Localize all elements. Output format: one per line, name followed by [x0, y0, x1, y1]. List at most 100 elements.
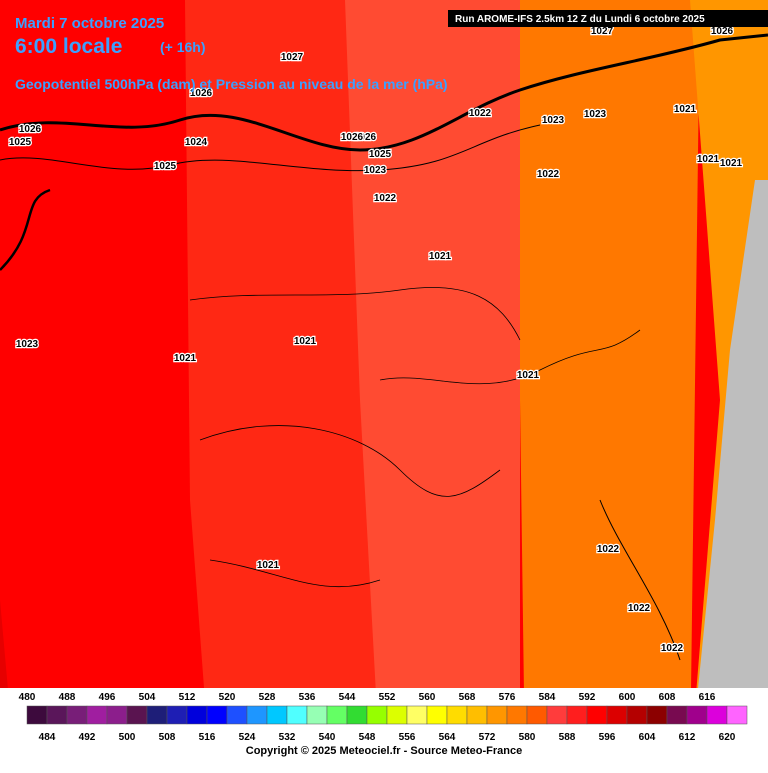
isobar-label: 1021 [257, 560, 280, 571]
legend-label: 544 [339, 692, 356, 703]
legend-label: 556 [399, 732, 416, 743]
isobar-label: 1022 [469, 108, 492, 119]
legend-swatch [506, 705, 528, 725]
lead: (+ 16h) [160, 39, 206, 55]
legend-label: 596 [599, 732, 616, 743]
legend-label: 532 [279, 732, 296, 743]
legend-swatch [66, 705, 88, 725]
legend-swatch [706, 705, 728, 725]
legend-swatch [486, 705, 508, 725]
legend-background [0, 688, 768, 768]
legend-swatch [246, 705, 268, 725]
legend: 480 484 488 492 496 500 504 508 512 516 520 524 528 5… [19, 692, 748, 743]
isobar-label: 1023 [542, 115, 565, 126]
isobar-label: 1023 [584, 109, 607, 120]
legend-label: 560 [419, 692, 436, 703]
legend-label: 616 [699, 692, 716, 703]
legend-swatch [626, 705, 648, 725]
legend-swatch [326, 705, 348, 725]
isobar-bold [0, 33, 768, 152]
legend-label: 584 [539, 692, 556, 703]
isobars [0, 33, 768, 661]
isobar-label: 1021 [517, 370, 540, 381]
legend-label: 568 [459, 692, 476, 703]
legend-label: 480 [19, 692, 36, 703]
legend-label: 592 [579, 692, 596, 703]
legend-swatch [566, 705, 588, 725]
legend-label: 500 [119, 732, 136, 743]
legend-label: 508 [159, 732, 176, 743]
legend-swatch [286, 705, 308, 725]
legend-swatch [406, 705, 428, 725]
isobar [379, 329, 641, 385]
isobar-label: 1026 [354, 132, 377, 143]
legend-label: 600 [619, 692, 636, 703]
legend-label: 512 [179, 692, 196, 703]
legend-label: 492 [79, 732, 96, 743]
legend-swatch [466, 705, 488, 725]
legend-label: 620 [719, 732, 736, 743]
isobar-label: 1022 [597, 544, 620, 555]
legend-swatch [726, 705, 748, 725]
isobar-label: 1026 [341, 132, 364, 143]
legend-swatch [26, 705, 48, 725]
legend-swatch [106, 705, 128, 725]
legend-swatch [386, 705, 408, 725]
isobar-label: 1021 [174, 353, 197, 364]
isobar-label: 1021 [294, 336, 317, 347]
legend-swatch [166, 705, 188, 725]
legend-label: 612 [679, 732, 696, 743]
isobar-label: 1025 [154, 161, 177, 172]
legend-swatch [586, 705, 608, 725]
isobar-label: 1021 [697, 154, 720, 165]
legend-label: 488 [59, 692, 76, 703]
legend-label: 572 [479, 732, 496, 743]
isobar-label: 1026 [711, 26, 734, 37]
isobar-label: 1022 [628, 603, 651, 614]
legend-label: 548 [359, 732, 376, 743]
isobar-label: 1023 [16, 339, 39, 350]
legend-swatch [346, 705, 368, 725]
legend-label: 524 [239, 732, 256, 743]
isobar-label: 1026 [190, 88, 213, 99]
legend-swatch [46, 705, 68, 725]
isobar-label: 1024 [185, 137, 208, 148]
isobar [189, 287, 521, 341]
field-title: Geopotentiel 500hPa (dam) et Pression au… [15, 76, 448, 92]
legend-label: 588 [559, 732, 576, 743]
isobar [199, 425, 501, 497]
legend-label: 604 [639, 732, 656, 743]
legend-label: 608 [659, 692, 676, 703]
legend-swatch [186, 705, 208, 725]
legend-swatch [606, 705, 628, 725]
isobar-label: 1023 [364, 165, 387, 176]
legend-swatch [666, 705, 688, 725]
legend-label: 536 [299, 692, 316, 703]
legend-swatch [546, 705, 568, 725]
legend-label: 484 [39, 732, 56, 743]
legend-swatch [226, 705, 248, 725]
time: 6:00 locale [15, 35, 122, 58]
isobar-label: 1022 [374, 193, 397, 204]
isobar-label: 1027 [281, 52, 304, 63]
legend-label: 528 [259, 692, 276, 703]
legend-label: 576 [499, 692, 516, 703]
band [185, 0, 380, 768]
isobar [599, 499, 681, 661]
isobar-label: 1025 [369, 149, 392, 160]
legend-label: 564 [439, 732, 456, 743]
isobar-label: 1025 [9, 137, 32, 148]
legend-label: 516 [199, 732, 216, 743]
isobar-bold [0, 188, 51, 271]
run-box [448, 10, 768, 27]
legend-label: 580 [519, 732, 536, 743]
isobar-label: 1027 [591, 26, 614, 37]
run-info: Run AROME-IFS 2.5km 12 Z du Lundi 6 octo… [455, 14, 705, 25]
isobar-label: 1022 [537, 169, 560, 180]
band [345, 0, 520, 768]
legend-label: 520 [219, 692, 236, 703]
legend-swatch [206, 705, 228, 725]
